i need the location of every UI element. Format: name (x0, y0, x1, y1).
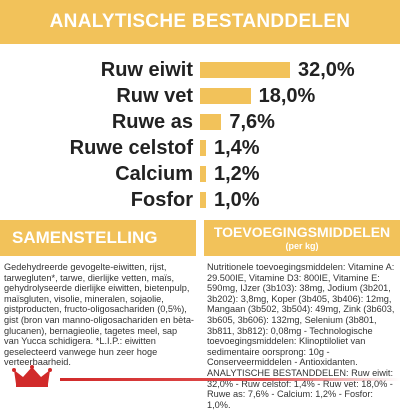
analysis-value: 32,0% (298, 59, 355, 81)
analysis-value: 1,2% (214, 163, 260, 185)
analysis-bar (200, 166, 206, 182)
composition-title: SAMENSTELLING (12, 228, 158, 247)
composition-text: Gedehydreerde gevogelte-eiwitten, rijst,… (4, 262, 194, 368)
analysis-label: Ruwe as (111, 111, 193, 133)
analysis-row: Ruw vet 18,0% (0, 84, 400, 108)
royal-canin-crown-logo-icon (12, 365, 52, 387)
analysis-label: Fosfor (130, 189, 193, 211)
analysis-row: Fosfor 1,0% (0, 188, 400, 212)
analysis-bar (200, 114, 222, 130)
analysis-header-title: ANALYTISCHE BESTANDDELEN (49, 11, 351, 32)
analysis-value: 7,6% (229, 111, 275, 133)
analysis-row: Calcium 1,2% (0, 162, 400, 186)
analysis-value: 1,4% (214, 137, 260, 159)
analysis-label: Ruw vet (116, 85, 193, 107)
analysis-row: Ruwe as 7,6% (0, 110, 400, 134)
analysis-row: Ruwe celstof 1,4% (0, 136, 400, 160)
footer-red-line (60, 378, 400, 381)
analysis-value: 18,0% (258, 85, 316, 107)
additives-title: TOEVOEGINGSMIDDELEN (213, 224, 391, 240)
additives-subtitle: (per kg) (285, 241, 319, 251)
analysis-bar (200, 192, 206, 208)
analysis-value: 1,0% (214, 189, 260, 211)
additives-banner: TOEVOEGINGSMIDDELEN (per kg) (204, 220, 400, 256)
analysis-bar (200, 62, 290, 78)
analysis-header-banner: ANALYTISCHE BESTANDDELEN (0, 0, 400, 44)
additives-text: Nutritionele toevoegingsmiddelen: Vitami… (207, 262, 395, 410)
analysis-bar (200, 88, 251, 104)
analysis-row: Ruw eiwit 32,0% (0, 58, 400, 82)
composition-banner: SAMENSTELLING (0, 220, 196, 256)
analysis-label: Ruwe celstof (69, 137, 193, 159)
analysis-label: Calcium (115, 163, 193, 185)
analysis-bar (200, 140, 206, 156)
analysis-label: Ruw eiwit (100, 59, 193, 81)
